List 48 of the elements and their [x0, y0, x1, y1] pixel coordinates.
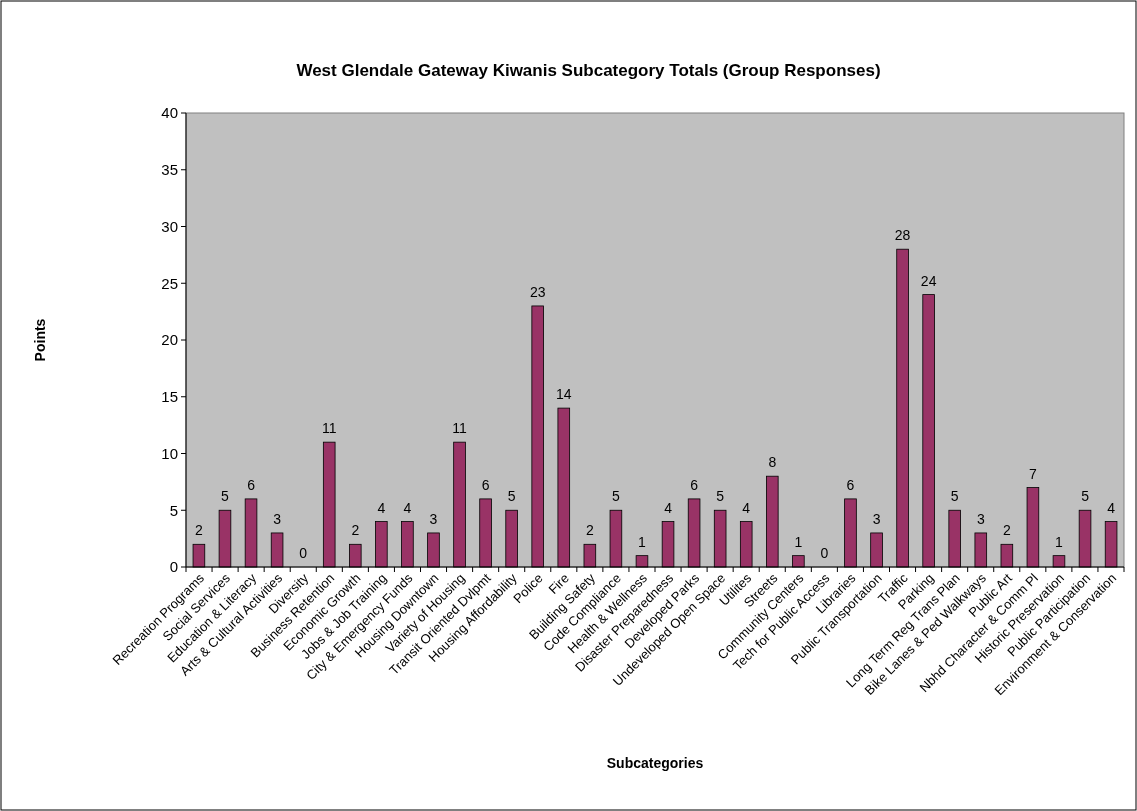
y-tick-label: 20 — [161, 331, 178, 349]
data-label: 5 — [507, 488, 516, 505]
x-axis-title: Subcategories — [606, 755, 704, 771]
y-tick-label: 0 — [169, 558, 178, 576]
y-axis-title: Points — [32, 318, 48, 362]
data-label: 0 — [299, 545, 308, 561]
data-label: 1 — [638, 533, 647, 550]
data-label: 14 — [555, 386, 572, 403]
y-tick-label: 5 — [169, 501, 178, 519]
data-label: 4 — [403, 499, 412, 516]
data-label: 5 — [950, 488, 959, 505]
data-label: 11 — [452, 420, 467, 437]
data-label: 2 — [195, 522, 203, 539]
data-label: 6 — [481, 476, 490, 493]
data-label: 3 — [872, 510, 881, 527]
data-label: 2 — [585, 522, 594, 539]
data-label: 5 — [716, 488, 725, 505]
data-label: 1 — [794, 533, 803, 550]
data-label: 4 — [664, 499, 673, 516]
data-label: 0 — [820, 545, 829, 561]
data-label: 2 — [351, 522, 360, 539]
data-label: 4 — [377, 499, 386, 516]
y-tick-label: 40 — [161, 104, 178, 122]
data-label: 3 — [273, 510, 282, 527]
data-label: 4 — [1107, 499, 1116, 516]
data-label: 4 — [742, 499, 751, 516]
data-label: 3 — [429, 510, 438, 527]
data-label: 6 — [247, 476, 256, 493]
data-label: 3 — [976, 510, 985, 527]
data-label: 5 — [612, 488, 621, 505]
data-label: 2 — [1002, 522, 1011, 539]
chart-title: West Glendale Gateway Kiwanis Subcategory Totals (Group Responses) — [296, 61, 881, 80]
data-label: 28 — [894, 227, 911, 244]
y-tick-label: 30 — [161, 217, 178, 235]
data-label: 11 — [321, 420, 337, 437]
data-label: 1 — [1055, 533, 1064, 550]
data-label: 8 — [768, 454, 777, 471]
data-label: 5 — [1081, 488, 1090, 505]
data-label: 24 — [920, 272, 937, 289]
data-label: 5 — [221, 488, 230, 505]
data-label: 6 — [846, 476, 855, 493]
y-tick-label: 10 — [161, 444, 178, 462]
data-label: 23 — [529, 283, 546, 300]
y-tick-label: 25 — [161, 274, 178, 292]
y-tick-label: 15 — [161, 388, 178, 405]
y-tick-label: 35 — [161, 161, 178, 178]
data-label: 7 — [1029, 465, 1038, 482]
data-label: 6 — [690, 476, 699, 493]
